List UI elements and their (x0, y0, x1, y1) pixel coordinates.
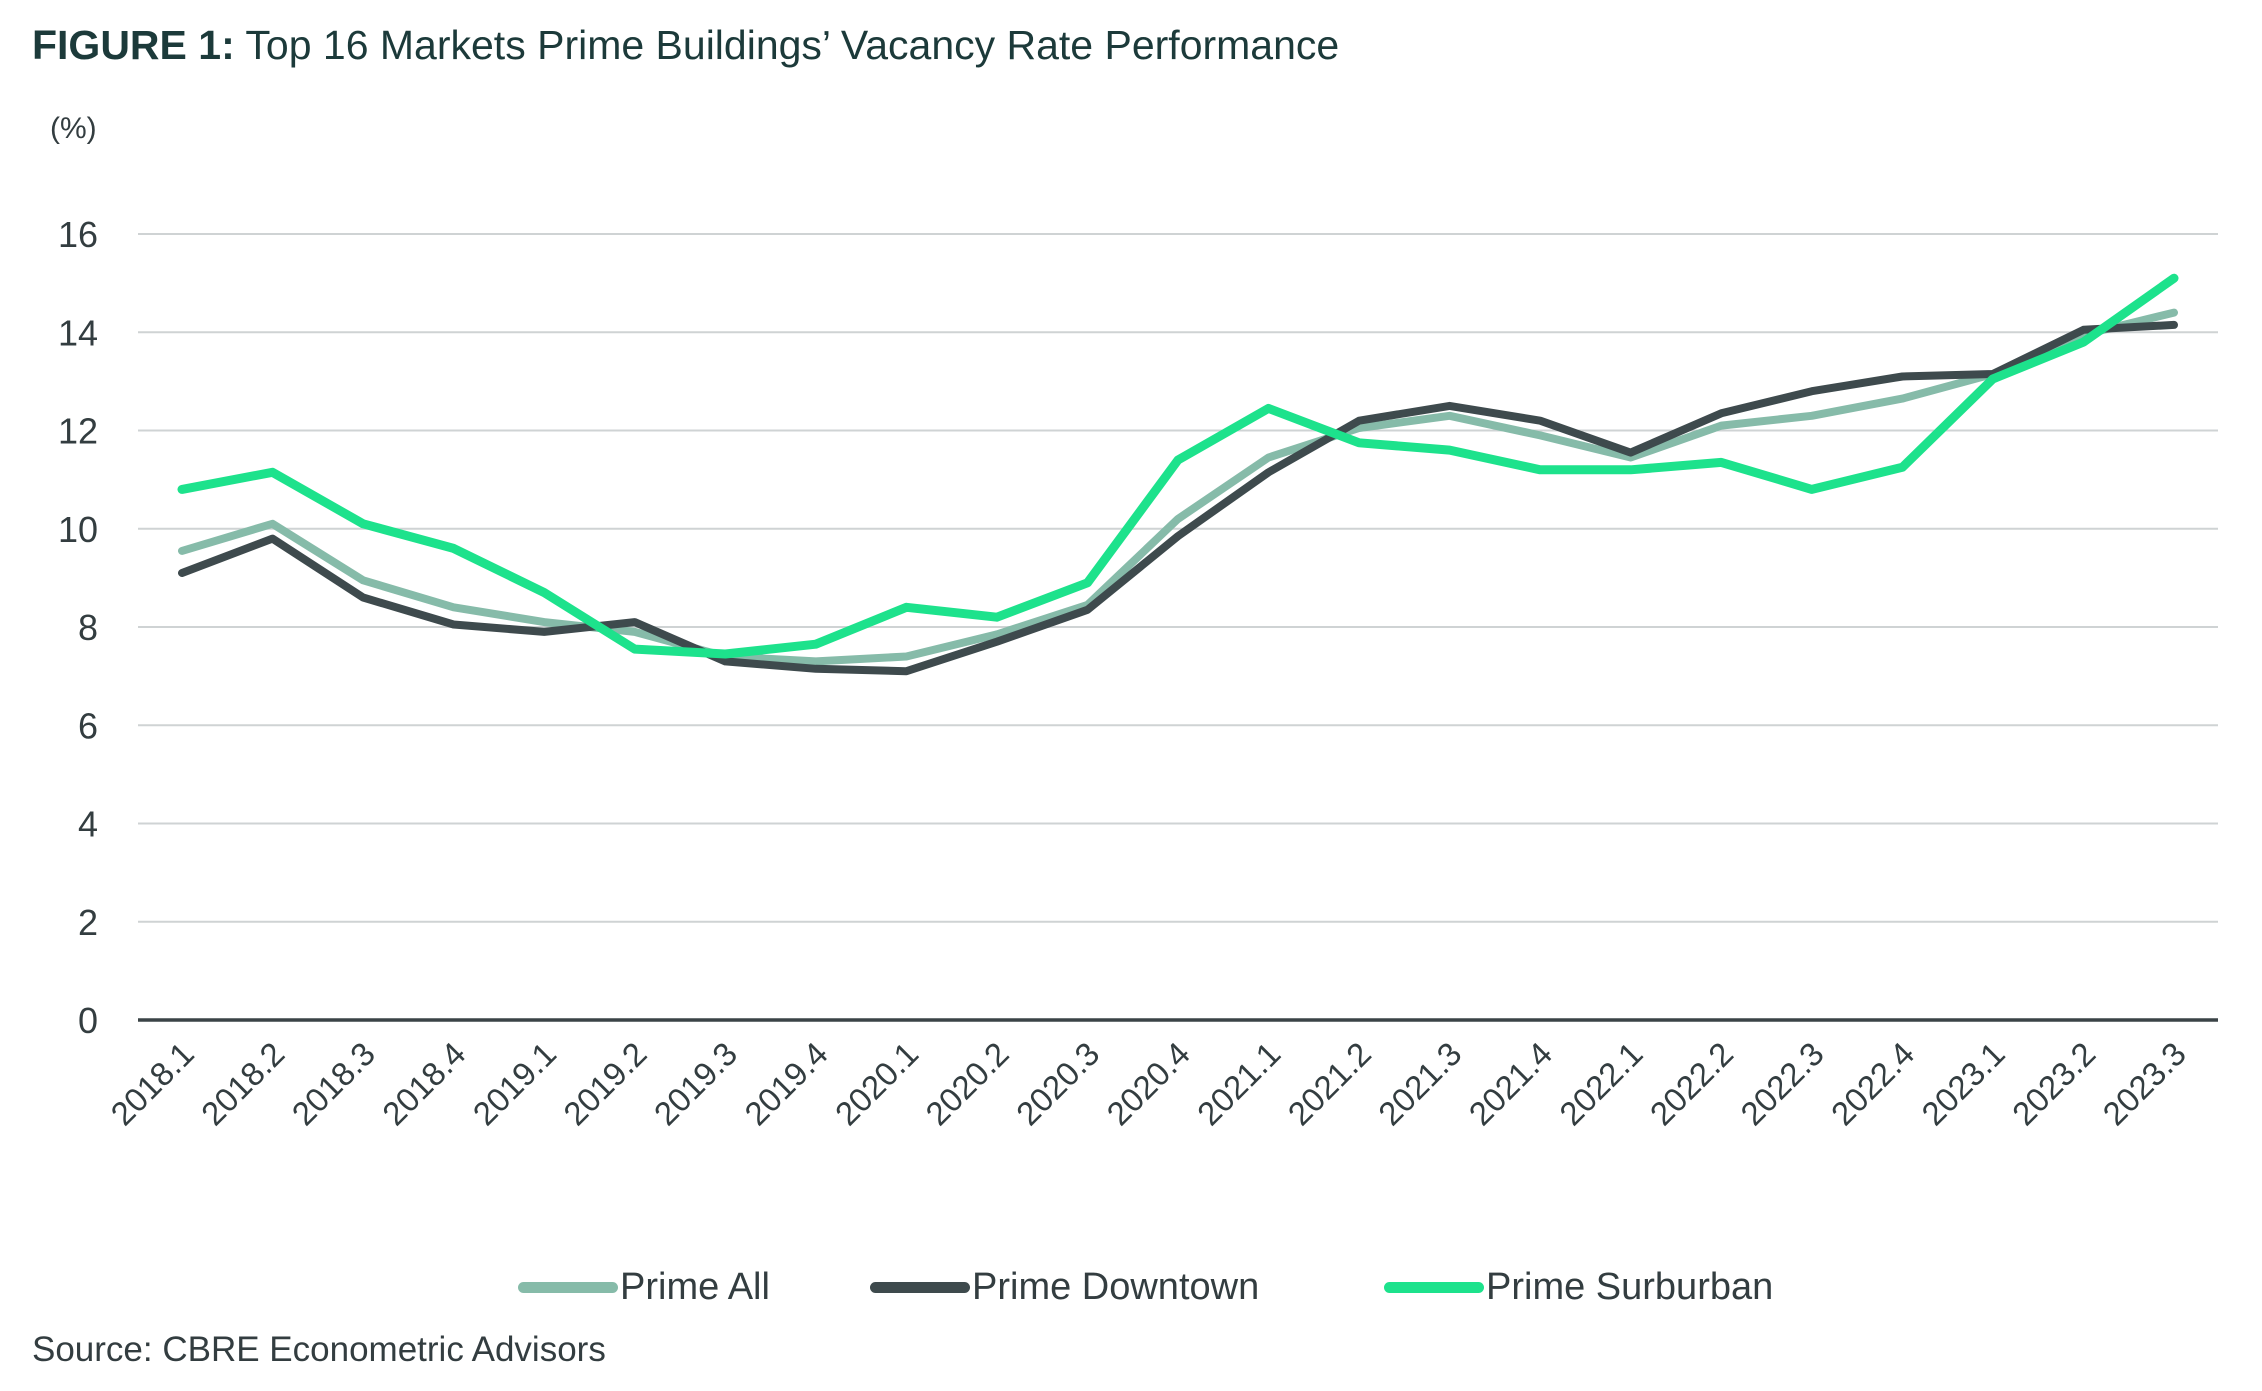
series-line-prime-downtown (178, 320, 2178, 676)
legend-item-prime-downtown: Prime Downtown (870, 1262, 1259, 1312)
y-tick-label-10: 10 (58, 509, 98, 550)
legend-label: Prime All (620, 1265, 770, 1308)
x-tick-label-2022-4: 2022.4 (1824, 1035, 1922, 1133)
y-tick-label-2: 2 (78, 902, 98, 943)
y-tick-label-8: 8 (78, 607, 98, 648)
x-tick-label-2021-4: 2021.4 (1462, 1035, 1560, 1133)
x-tick-label-2019-2: 2019.2 (556, 1035, 654, 1133)
series-line-prime-surburban (177, 273, 2179, 659)
legend-swatch (870, 1281, 970, 1293)
source-note: Source: CBRE Econometric Advisors (32, 1330, 606, 1369)
legend-swatch (1384, 1281, 1484, 1293)
legend-label: Prime Surburban (1486, 1265, 1774, 1308)
figure-label: FIGURE 1: (32, 22, 235, 68)
legend-label: Prime Downtown (972, 1265, 1260, 1308)
x-tick-label-2021-3: 2021.3 (1371, 1035, 1469, 1133)
y-tick-label-6: 6 (78, 705, 98, 746)
legend-swatch (518, 1281, 618, 1293)
x-tick-label-2023-3: 2023.3 (2095, 1035, 2193, 1133)
y-axis-unit-label: (%) (50, 112, 97, 145)
x-tick-label-2019-4: 2019.4 (737, 1035, 835, 1133)
y-tick-label-4: 4 (78, 804, 98, 845)
series-line-prime-all (178, 308, 2178, 666)
x-tick-label-2022-2: 2022.2 (1643, 1035, 1741, 1133)
series-lines (177, 273, 2179, 676)
x-tick-label-2020-4: 2020.4 (1099, 1035, 1197, 1133)
x-tick-label-2023-1: 2023.1 (1914, 1035, 2012, 1133)
chart-title: FIGURE 1: Top 16 Markets Prime Buildings… (32, 22, 1339, 69)
legend-item-prime-surburban: Prime Surburban (1384, 1262, 1773, 1312)
y-tick-label-14: 14 (58, 312, 98, 353)
x-tick-label-2019-3: 2019.3 (647, 1035, 745, 1133)
x-tick-label-2019-1: 2019.1 (466, 1035, 564, 1133)
x-tick-label-2018-1: 2018.1 (103, 1035, 201, 1133)
legend-item-prime-all: Prime All (518, 1262, 770, 1312)
x-tick-label-2020-3: 2020.3 (1009, 1035, 1107, 1133)
line-chart: (%) 0 2 4 6 8 10 12 14 16 2018.12018.22018.32018… (50, 112, 2218, 1133)
y-tick-label-12: 12 (58, 411, 98, 452)
x-tick-label-2020-2: 2020.2 (918, 1035, 1016, 1133)
x-tick-label-2023-2: 2023.2 (2005, 1035, 2103, 1133)
x-tick-label-2022-1: 2022.1 (1552, 1035, 1650, 1133)
y-tick-label-0: 0 (78, 1000, 98, 1041)
y-axis-ticks: 0 2 4 6 8 10 12 14 16 (58, 214, 98, 1041)
x-tick-label-2018-4: 2018.4 (375, 1035, 473, 1133)
x-tick-label-2018-2: 2018.2 (194, 1035, 292, 1133)
x-axis-ticks: 2018.12018.22018.32018.42019.12019.22019… (103, 1035, 2193, 1133)
x-tick-label-2021-2: 2021.2 (1281, 1035, 1379, 1133)
y-tick-label-16: 16 (58, 214, 98, 255)
x-tick-label-2021-1: 2021.1 (1190, 1035, 1288, 1133)
x-tick-label-2020-1: 2020.1 (828, 1035, 926, 1133)
x-tick-label-2022-3: 2022.3 (1733, 1035, 1831, 1133)
figure-title-text: Top 16 Markets Prime Buildings’ Vacancy … (245, 22, 1340, 68)
x-tick-label-2018-3: 2018.3 (285, 1035, 383, 1133)
legend: Prime All Prime Downtown Prime Surburban (0, 1262, 2262, 1312)
